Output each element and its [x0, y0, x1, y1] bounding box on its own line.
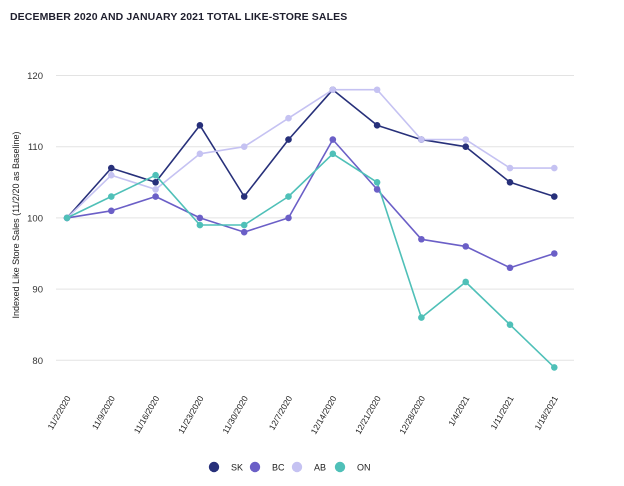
x-tick-label-12-7-2020: 12/7/2020	[267, 394, 295, 432]
point-on-11-9-2020	[108, 193, 115, 200]
legend-label-sk: SK	[231, 463, 243, 473]
x-tick-label-11-16-2020: 11/16/2020	[132, 394, 162, 436]
point-ab-11-23-2020	[196, 150, 204, 158]
y-tick-label-90: 90	[32, 285, 43, 296]
chart-title: DECEMBER 2020 AND JANUARY 2021 TOTAL LIK…	[10, 11, 348, 23]
point-ab-1-11-2021	[506, 164, 514, 172]
point-bc-11-23-2020	[196, 214, 204, 222]
point-ab-11-30-2020	[240, 143, 248, 150]
point-bc-12-28-2020	[418, 235, 425, 243]
point-on-1-4-2021	[462, 278, 470, 286]
point-on-12-21-2020	[373, 179, 381, 186]
point-on-12-14-2020	[329, 150, 337, 158]
point-on-1-11-2021	[506, 321, 514, 329]
point-sk-1-11-2021	[506, 179, 514, 186]
point-bc-12-21-2020	[373, 186, 381, 193]
point-bc-12-14-2020	[329, 136, 337, 143]
x-tick-label-12-28-2020: 12/28/2020	[397, 394, 427, 436]
x-axis-ticks: 11/2/2020 11/9/2020 11/16/2020 11/23/2020 11…	[45, 394, 560, 436]
y-tick-label-120: 120	[27, 71, 43, 82]
y-axis-ticks: 80 90 100 110 120	[27, 71, 43, 367]
point-bc-1-18-2021	[551, 250, 558, 257]
point-bc-1-11-2021	[506, 264, 514, 272]
x-tick-label-1-4-2021: 1/4/2021	[446, 394, 471, 428]
point-sk-12-7-2020	[285, 136, 292, 143]
point-ab-12-7-2020	[285, 114, 292, 122]
point-ab-11-9-2020	[108, 171, 115, 179]
grid-lines	[56, 75, 574, 361]
y-tick-label-80: 80	[32, 356, 43, 367]
x-tick-label-11-9-2020: 11/9/2020	[90, 394, 117, 431]
series-line-on	[66, 153, 556, 369]
legend-label-on: ON	[357, 463, 371, 473]
point-ab-1-18-2021	[551, 164, 558, 172]
point-bc-11-30-2020	[240, 228, 248, 236]
point-ab-1-4-2021	[462, 136, 470, 143]
point-ab-12-28-2020	[418, 136, 425, 143]
point-sk-1-4-2021	[462, 143, 470, 150]
point-on-11-23-2020	[196, 221, 204, 229]
point-bc-11-16-2020	[152, 193, 159, 200]
point-on-1-18-2021	[551, 364, 558, 371]
legend-marker-ab	[291, 461, 303, 473]
y-tick-label-100: 100	[27, 213, 43, 224]
y-axis-title: Indexed Like Store Sales (11/2/20 as Bas…	[11, 132, 21, 319]
x-tick-label-11-23-2020: 11/23/2020	[176, 394, 206, 436]
point-bc-1-4-2021	[462, 243, 470, 250]
x-tick-label-12-21-2020: 12/21/2020	[353, 394, 383, 436]
point-on-11-2-2020	[63, 214, 71, 222]
point-sk-11-16-2020	[152, 179, 159, 186]
point-sk-1-18-2021	[551, 193, 558, 200]
y-tick-label-110: 110	[28, 142, 43, 153]
point-on-12-28-2020	[418, 314, 425, 321]
point-bc-12-7-2020	[285, 214, 292, 222]
point-ab-12-21-2020	[373, 86, 381, 94]
series-line-ab	[66, 88, 556, 219]
point-ab-11-16-2020	[152, 186, 159, 193]
point-on-12-7-2020	[285, 193, 292, 200]
x-tick-label-11-30-2020: 11/30/2020	[220, 394, 250, 436]
point-on-11-16-2020	[152, 171, 159, 179]
point-on-11-30-2020	[240, 221, 248, 229]
series-line-sk	[66, 88, 556, 219]
point-bc-11-9-2020	[108, 207, 115, 215]
legend: SK BC AB ON	[208, 461, 371, 473]
point-sk-11-9-2020	[108, 164, 115, 172]
series-line-bc	[66, 138, 556, 269]
series-points	[63, 86, 558, 371]
point-sk-12-21-2020	[373, 122, 381, 129]
legend-marker-sk	[208, 461, 220, 473]
x-tick-label-1-18-2021: 1/18/2021	[532, 394, 560, 432]
point-sk-11-30-2020	[240, 193, 248, 200]
legend-label-ab: AB	[314, 463, 326, 473]
x-tick-label-12-14-2020: 12/14/2020	[309, 394, 339, 436]
point-ab-12-14-2020	[329, 86, 337, 94]
legend-label-bc: BC	[272, 463, 285, 473]
x-tick-label-11-2-2020: 11/2/2020	[45, 394, 72, 431]
legend-marker-on	[334, 461, 346, 473]
legend-marker-bc	[249, 461, 261, 473]
series-lines	[66, 88, 556, 369]
point-sk-11-23-2020	[196, 122, 204, 129]
x-tick-label-1-11-2021: 1/11/2021	[488, 394, 515, 431]
